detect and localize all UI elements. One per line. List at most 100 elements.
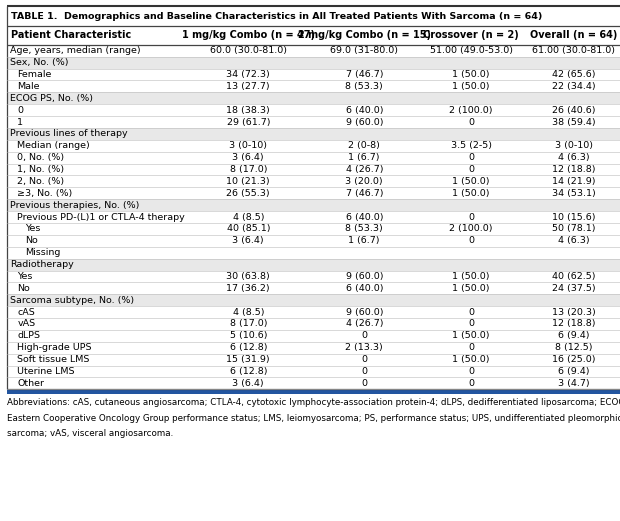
Text: Female: Female	[17, 70, 51, 79]
Bar	[7, 140, 620, 152]
Bar	[7, 377, 620, 389]
Text: Uterine LMS: Uterine LMS	[17, 367, 75, 376]
Bar	[7, 45, 620, 57]
Text: 40 (62.5): 40 (62.5)	[552, 272, 596, 281]
Bar	[7, 128, 620, 140]
Bar	[7, 92, 620, 104]
Text: 1 (50.0): 1 (50.0)	[453, 82, 490, 91]
Text: Age, years, median (range): Age, years, median (range)	[10, 46, 141, 55]
Text: 2 (13.3): 2 (13.3)	[345, 343, 383, 352]
Text: 9 (60.0): 9 (60.0)	[345, 307, 383, 317]
Text: 42 (65.6): 42 (65.6)	[552, 70, 596, 79]
Text: 4 (26.7): 4 (26.7)	[345, 165, 383, 174]
Text: 14 (21.9): 14 (21.9)	[552, 177, 596, 186]
Text: 61.00 (30.0-81.0): 61.00 (30.0-81.0)	[533, 46, 615, 55]
Text: 60.0 (30.0-81.0): 60.0 (30.0-81.0)	[210, 46, 287, 55]
Bar	[7, 164, 620, 176]
Text: No: No	[25, 237, 38, 245]
Bar	[7, 318, 620, 330]
Text: Previous therapies, No. (%): Previous therapies, No. (%)	[10, 201, 140, 209]
Bar	[7, 330, 620, 342]
Text: 4 (6.3): 4 (6.3)	[558, 237, 590, 245]
Bar	[7, 389, 620, 394]
Text: 15 (31.9): 15 (31.9)	[226, 355, 270, 364]
Text: 7 (46.7): 7 (46.7)	[345, 70, 383, 79]
Bar	[7, 270, 620, 282]
Bar	[7, 152, 620, 164]
Text: 0: 0	[468, 165, 474, 174]
Text: Previous PD-(L)1 or CTLA-4 therapy: Previous PD-(L)1 or CTLA-4 therapy	[17, 213, 185, 221]
Text: 0: 0	[468, 379, 474, 388]
Text: 10 (21.3): 10 (21.3)	[226, 177, 270, 186]
Text: Sarcoma subtype, No. (%): Sarcoma subtype, No. (%)	[10, 296, 134, 305]
Bar	[7, 223, 620, 235]
Text: 0: 0	[468, 118, 474, 127]
Text: Eastern Cooperative Oncology Group performance status; LMS, leiomyosarcoma; PS, : Eastern Cooperative Oncology Group perfo…	[7, 414, 620, 423]
Bar	[7, 104, 620, 116]
Text: 0: 0	[468, 367, 474, 376]
Text: 34 (53.1): 34 (53.1)	[552, 189, 596, 198]
Text: 6 (40.0): 6 (40.0)	[345, 106, 383, 115]
Text: sarcoma; vAS, visceral angiosarcoma.: sarcoma; vAS, visceral angiosarcoma.	[7, 429, 174, 438]
Text: Crossover (n = 2): Crossover (n = 2)	[423, 30, 519, 41]
Text: cAS: cAS	[17, 307, 35, 317]
Text: 0: 0	[361, 331, 367, 340]
Text: 29 (61.7): 29 (61.7)	[226, 118, 270, 127]
Text: Yes: Yes	[17, 272, 33, 281]
Text: 0: 0	[17, 106, 24, 115]
Text: 38 (59.4): 38 (59.4)	[552, 118, 596, 127]
Text: 4 (26.7): 4 (26.7)	[345, 319, 383, 328]
Text: 0: 0	[468, 307, 474, 317]
Text: 4 (8.5): 4 (8.5)	[232, 307, 264, 317]
Bar	[7, 188, 620, 199]
Text: 6 (40.0): 6 (40.0)	[345, 213, 383, 221]
Text: 8 (53.3): 8 (53.3)	[345, 225, 383, 233]
Text: 2 (100.0): 2 (100.0)	[450, 225, 493, 233]
Bar	[7, 366, 620, 377]
Text: 16 (25.0): 16 (25.0)	[552, 355, 596, 364]
Text: 3.5 (2-5): 3.5 (2-5)	[451, 141, 492, 150]
Text: Radiotherapy: Radiotherapy	[10, 260, 74, 269]
Text: 8 (17.0): 8 (17.0)	[229, 319, 267, 328]
Text: 1 (6.7): 1 (6.7)	[348, 237, 380, 245]
Bar	[7, 282, 620, 294]
Text: 1 (50.0): 1 (50.0)	[453, 177, 490, 186]
Text: 69.0 (31-80.0): 69.0 (31-80.0)	[330, 46, 398, 55]
Text: 2 (0-8): 2 (0-8)	[348, 141, 380, 150]
Text: 1 (50.0): 1 (50.0)	[453, 189, 490, 198]
Text: 26 (40.6): 26 (40.6)	[552, 106, 596, 115]
Bar	[7, 69, 620, 80]
Bar	[7, 235, 620, 247]
Text: 34 (72.3): 34 (72.3)	[226, 70, 270, 79]
Text: 17 (36.2): 17 (36.2)	[226, 284, 270, 293]
Bar	[7, 211, 620, 223]
Text: ≥3, No. (%): ≥3, No. (%)	[17, 189, 73, 198]
Text: TABLE 1.  Demographics and Baseline Characteristics in All Treated Patients With: TABLE 1. Demographics and Baseline Chara…	[11, 11, 542, 21]
Bar	[7, 6, 620, 26]
Text: 12 (18.8): 12 (18.8)	[552, 165, 596, 174]
Text: 6 (9.4): 6 (9.4)	[558, 367, 590, 376]
Text: 0: 0	[468, 153, 474, 162]
Text: 3 (0-10): 3 (0-10)	[555, 141, 593, 150]
Text: 1, No. (%): 1, No. (%)	[17, 165, 64, 174]
Text: 0: 0	[468, 237, 474, 245]
Text: 26 (55.3): 26 (55.3)	[226, 189, 270, 198]
Text: 0: 0	[361, 379, 367, 388]
Text: 3 (4.7): 3 (4.7)	[558, 379, 590, 388]
Text: 6 (9.4): 6 (9.4)	[558, 331, 590, 340]
Text: 2 (100.0): 2 (100.0)	[450, 106, 493, 115]
Bar	[7, 258, 620, 270]
Text: 6 (12.8): 6 (12.8)	[229, 367, 267, 376]
Text: 9 (60.0): 9 (60.0)	[345, 118, 383, 127]
Bar	[7, 80, 620, 92]
Text: 1 (50.0): 1 (50.0)	[453, 70, 490, 79]
Bar	[7, 116, 620, 128]
Text: 0: 0	[468, 343, 474, 352]
Text: 3 (20.0): 3 (20.0)	[345, 177, 383, 186]
Text: 40 (85.1): 40 (85.1)	[226, 225, 270, 233]
Text: High-grade UPS: High-grade UPS	[17, 343, 92, 352]
Text: 51.00 (49.0-53.0): 51.00 (49.0-53.0)	[430, 46, 513, 55]
Text: 24 (37.5): 24 (37.5)	[552, 284, 596, 293]
Text: 4 (8.5): 4 (8.5)	[232, 213, 264, 221]
Text: Soft tissue LMS: Soft tissue LMS	[17, 355, 90, 364]
